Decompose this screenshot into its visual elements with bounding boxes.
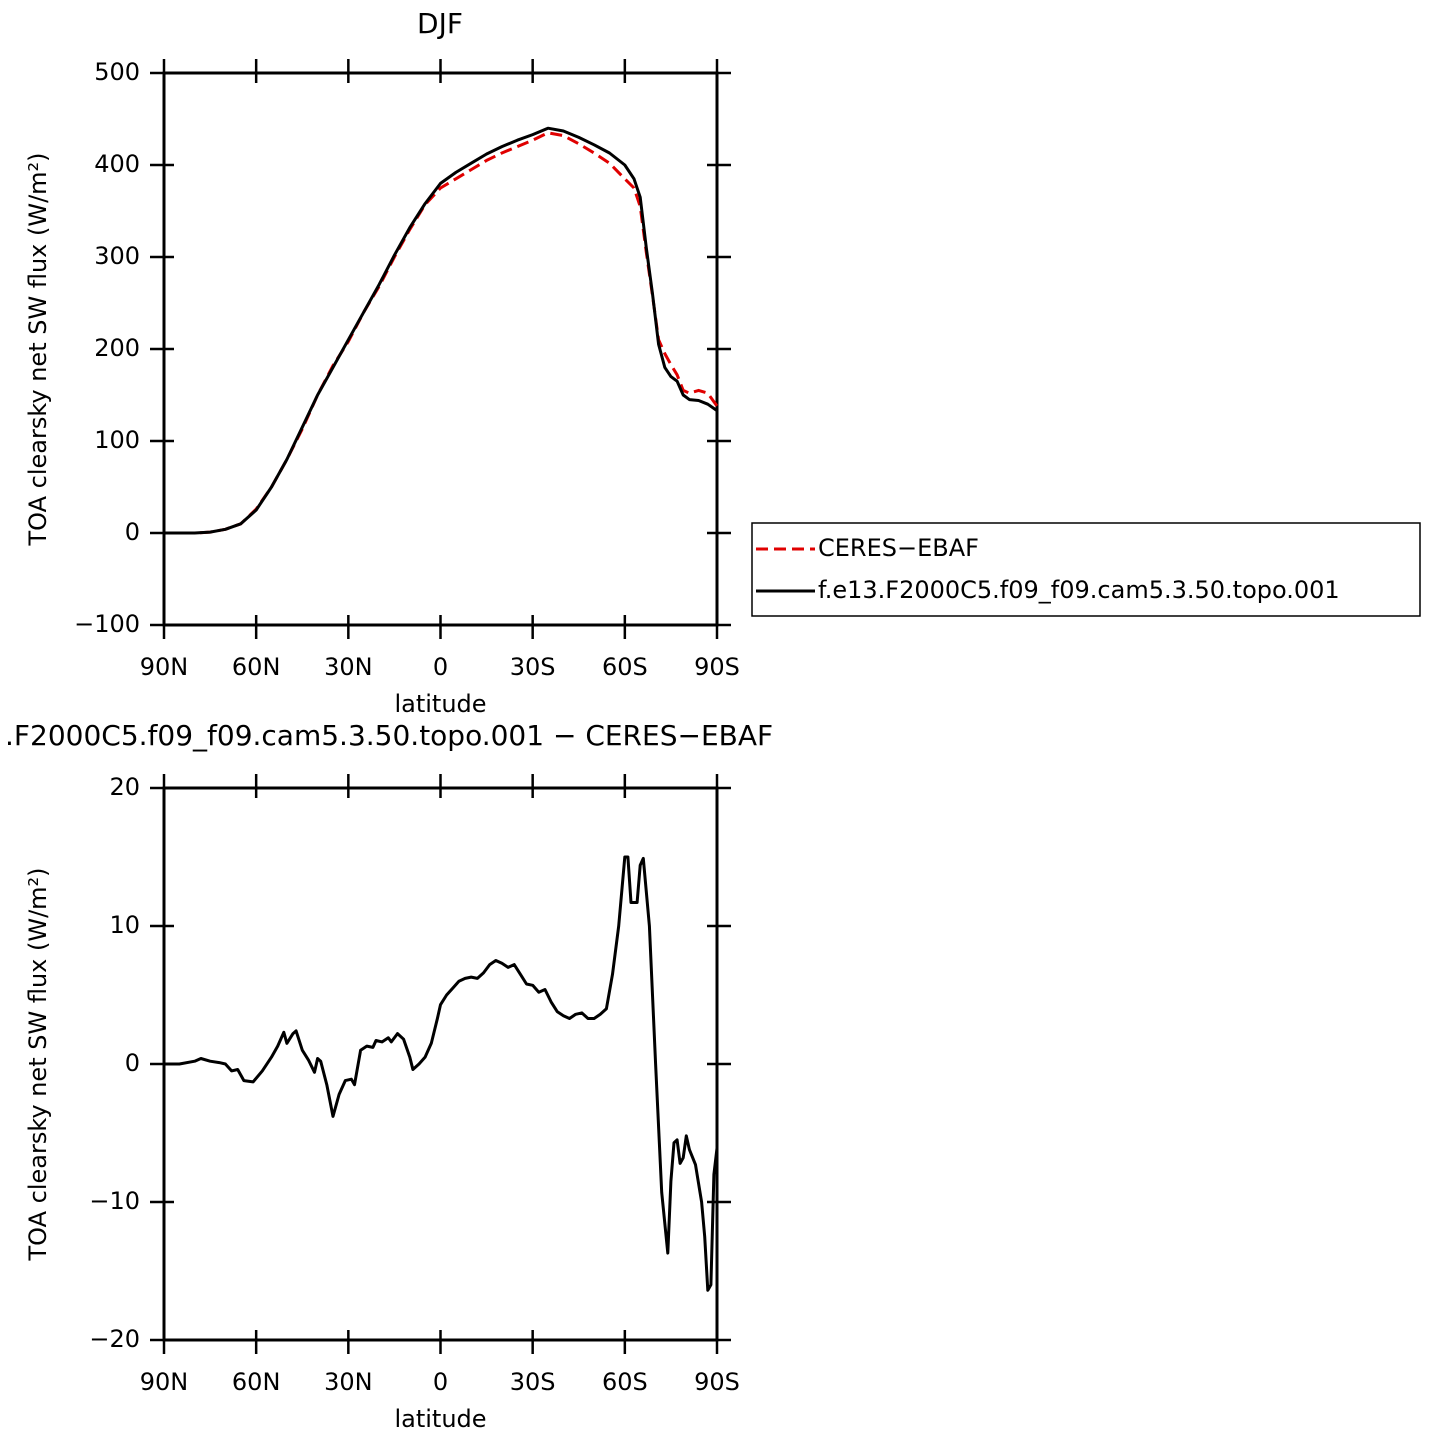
- legend-label: f.e13.F2000C5.f09_f09.cam5.3.50.topo.001: [818, 576, 1340, 604]
- x-axis-label: latitude: [394, 690, 486, 718]
- legend-label: CERES−EBAF: [818, 534, 979, 562]
- x-tick-label: 90S: [694, 653, 740, 681]
- y-tick-label: 300: [94, 242, 140, 270]
- x-tick-label: 60S: [602, 1368, 648, 1396]
- y-tick-label: −100: [74, 610, 140, 638]
- x-tick-label: 30S: [510, 1368, 556, 1396]
- x-tick-label: 90S: [694, 1368, 740, 1396]
- x-tick-label: 60S: [602, 653, 648, 681]
- chart-title: .F2000C5.f09_f09.cam5.3.50.topo.001 − CE…: [5, 719, 773, 752]
- y-tick-label: 10: [109, 911, 140, 939]
- x-tick-label: 30S: [510, 653, 556, 681]
- chart-title: DJF: [417, 7, 463, 40]
- y-axis-label: TOA clearsky net SW flux (W/m²): [24, 152, 52, 546]
- y-tick-label: −20: [89, 1325, 140, 1353]
- plot-frame: [162, 71, 719, 627]
- y-tick-label: 20: [109, 773, 140, 801]
- x-tick-label: 90N: [140, 653, 189, 681]
- y-tick-label: 500: [94, 58, 140, 86]
- x-tick-label: 60N: [232, 653, 281, 681]
- y-tick-label: 0: [125, 1049, 140, 1077]
- y-tick-label: 200: [94, 334, 140, 362]
- data-line: [164, 855, 719, 1292]
- y-axis-label: TOA clearsky net SW flux (W/m²): [24, 867, 52, 1261]
- x-tick-label: 30N: [324, 1368, 373, 1396]
- x-axis-label: latitude: [394, 1405, 486, 1433]
- data-line: [164, 131, 719, 535]
- x-tick-label: 60N: [232, 1368, 281, 1396]
- y-tick-label: 100: [94, 426, 140, 454]
- y-tick-label: 0: [125, 518, 140, 546]
- y-tick-label: 400: [94, 150, 140, 178]
- legend-box: [751, 522, 1421, 617]
- x-tick-label: 30N: [324, 653, 373, 681]
- data-line: [164, 126, 718, 535]
- x-tick-label: 0: [433, 653, 448, 681]
- plot-frame: [162, 786, 719, 1342]
- y-tick-label: −10: [89, 1187, 140, 1215]
- x-tick-label: 90N: [140, 1368, 189, 1396]
- x-tick-label: 0: [433, 1368, 448, 1396]
